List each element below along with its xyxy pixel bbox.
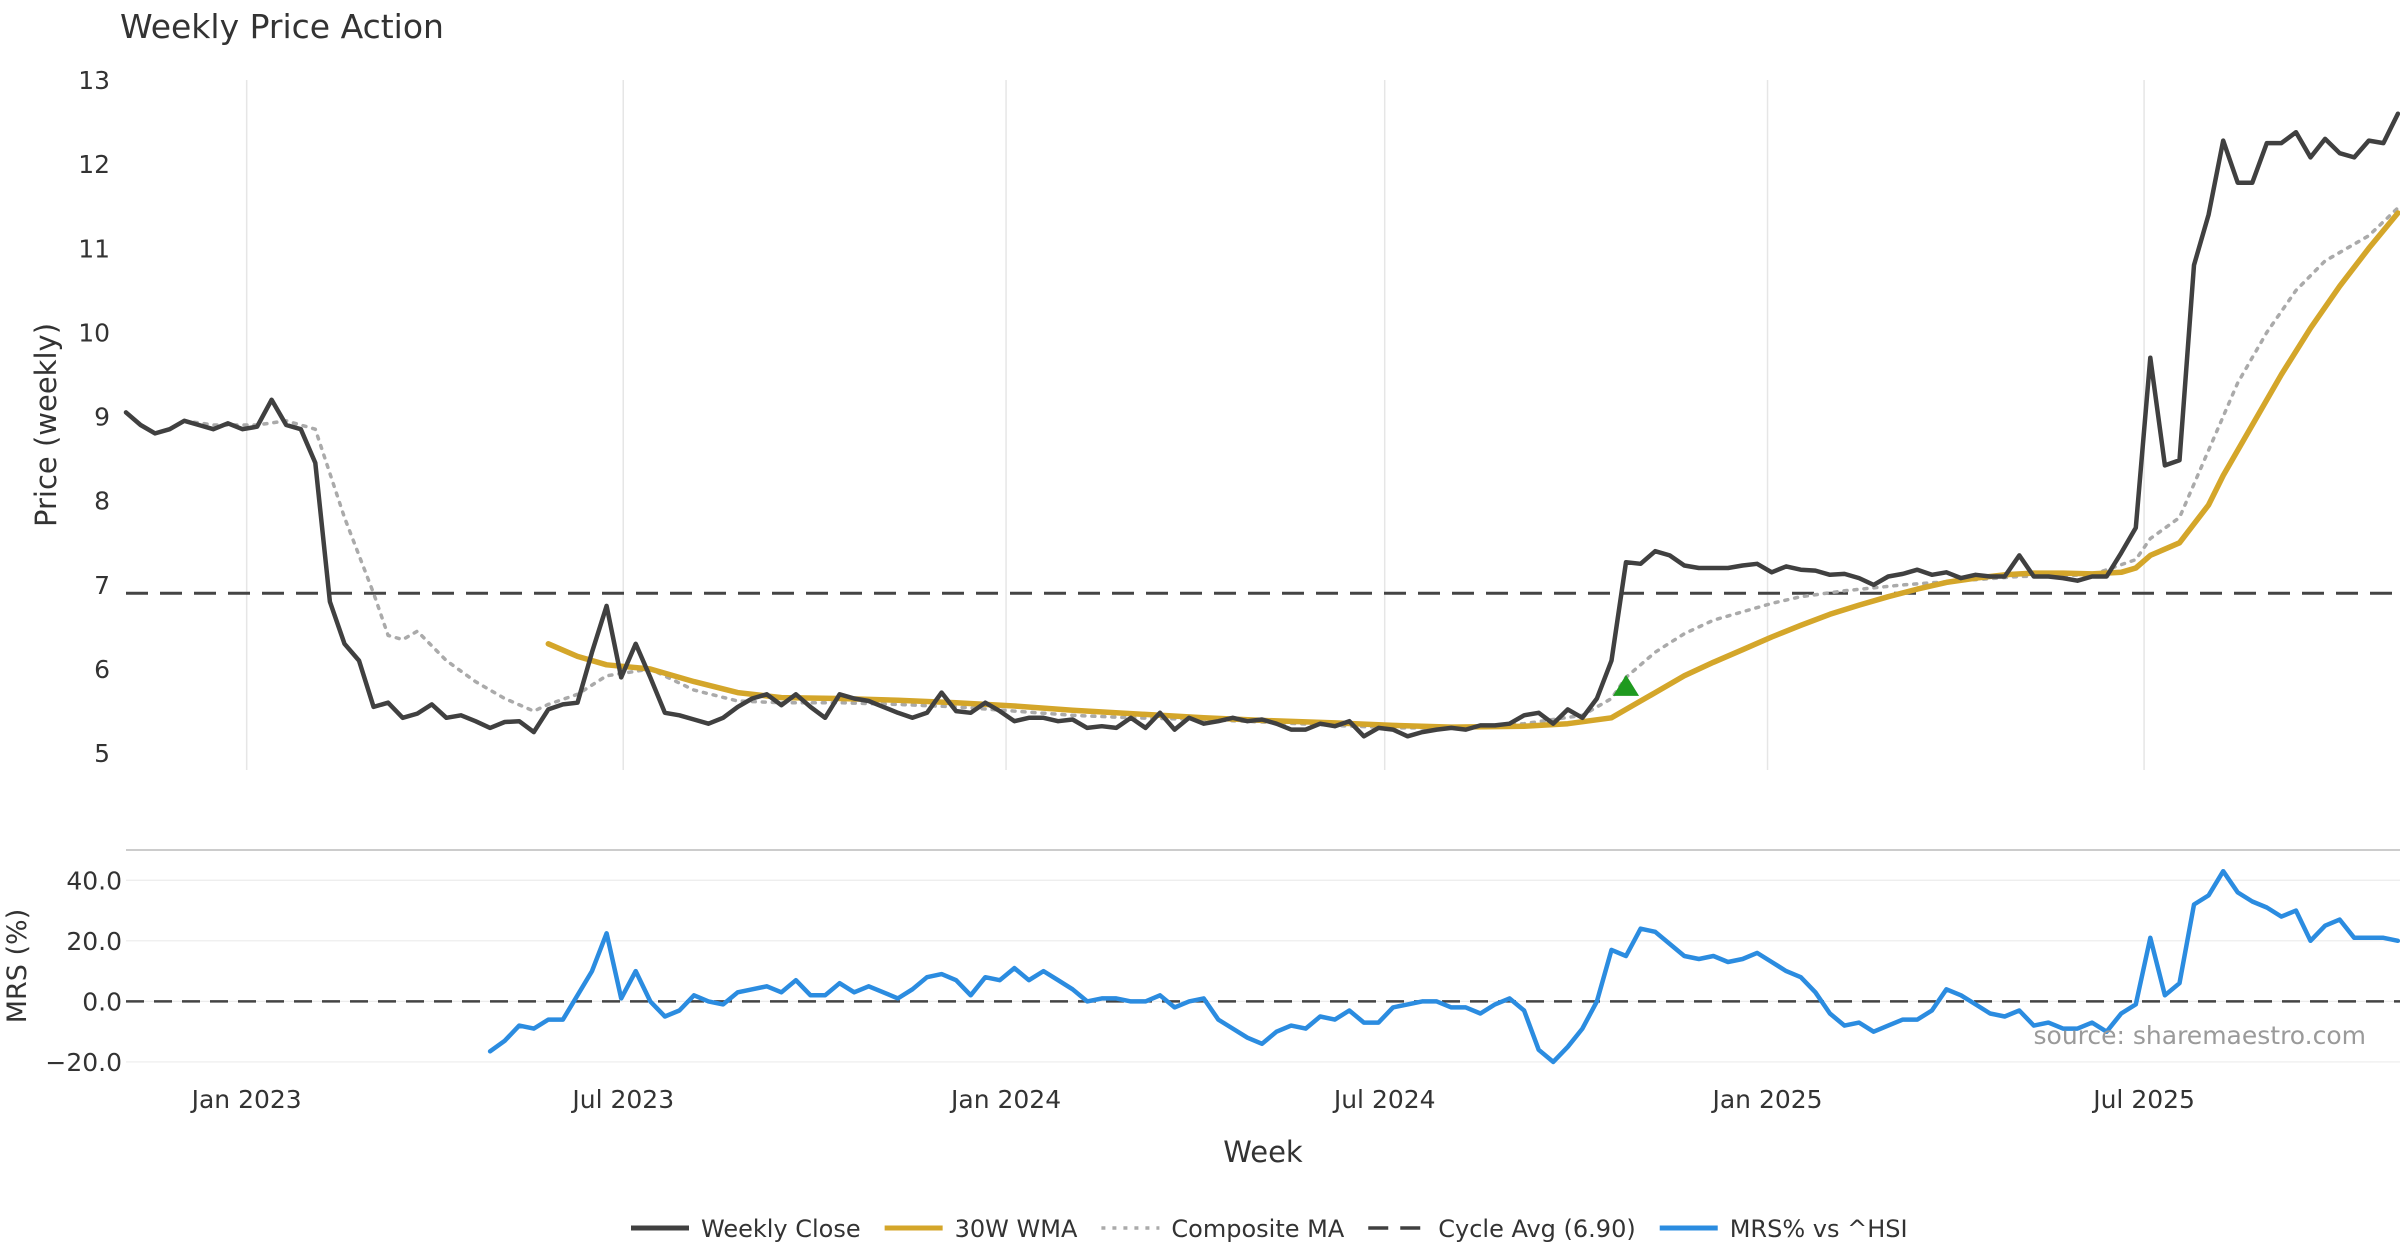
price-y-tick-label: 7 [94, 571, 110, 600]
price-y-tick-label: 6 [94, 655, 110, 684]
buy-signal-marker [1613, 674, 1640, 696]
series-composite-ma [182, 206, 2400, 730]
x-tick-label: Jan 2024 [949, 1085, 1061, 1114]
legend-label: Cycle Avg (6.90) [1438, 1215, 1635, 1243]
price-y-tick-labels: 5 6 7 8 9 10 11 12 13 [78, 66, 110, 768]
legend-label: Composite MA [1171, 1215, 1344, 1243]
legend-label: 30W WMA [955, 1215, 1078, 1243]
price-y-axis-label: Price (weekly) [29, 323, 63, 527]
series-mrs-vs-hsi [487, 868, 2400, 1065]
mrs-y-tick-label: 40.0 [66, 866, 122, 895]
legend-label: MRS% vs ^HSI [1730, 1215, 1908, 1243]
price-y-tick-label: 5 [94, 739, 110, 768]
series-weekly-close [123, 111, 2400, 739]
chart-title: Weekly Price Action [120, 7, 444, 46]
mrs-y-tick-labels: −20.0 0.0 20.0 40.0 [45, 866, 122, 1077]
mrs-y-tick-label: 0.0 [82, 987, 122, 1016]
x-tick-labels: Jan 2023 Jul 2023 Jan 2024 Jul 2024 Jan 2025… [190, 1085, 2195, 1114]
legend-item: 30W WMA [884, 1215, 1078, 1243]
x-tick-label: Jan 2023 [190, 1085, 302, 1114]
mrs-y-tick-label: −20.0 [45, 1048, 122, 1077]
price-y-tick-label: 13 [78, 66, 110, 95]
price-y-tick-label: 10 [78, 318, 110, 347]
legend-label: Weekly Close [701, 1215, 861, 1243]
legend: Weekly Close 30W WMA Composite MA Cycle Avg… [631, 1215, 1908, 1243]
price-y-tick-label: 9 [94, 403, 110, 432]
price-y-tick-label: 11 [78, 234, 110, 263]
x-tick-label: Jul 2024 [1332, 1085, 1436, 1114]
price-panel-grid [245, 80, 2145, 770]
mrs-series-group [126, 868, 2400, 1065]
x-tick-label: Jul 2023 [570, 1085, 674, 1114]
mrs-y-axis-label: MRS (%) [2, 909, 33, 1024]
price-series-group [123, 111, 2400, 739]
x-tick-label: Jan 2025 [1710, 1085, 1822, 1114]
legend-item: Weekly Close [631, 1215, 861, 1243]
x-tick-label: Jul 2025 [2091, 1085, 2195, 1114]
price-y-tick-label: 8 [94, 487, 110, 516]
price-y-tick-label: 12 [78, 150, 110, 179]
source-text: source: sharemaestro.com [2034, 1021, 2367, 1050]
legend-item: Composite MA [1101, 1215, 1345, 1243]
x-axis-label: Week [1223, 1135, 1303, 1169]
legend-item: MRS% vs ^HSI [1659, 1215, 1908, 1243]
series-30w-wma [545, 210, 2400, 730]
legend-item: Cycle Avg (6.90) [1368, 1215, 1636, 1243]
mrs-y-tick-label: 20.0 [66, 927, 122, 956]
